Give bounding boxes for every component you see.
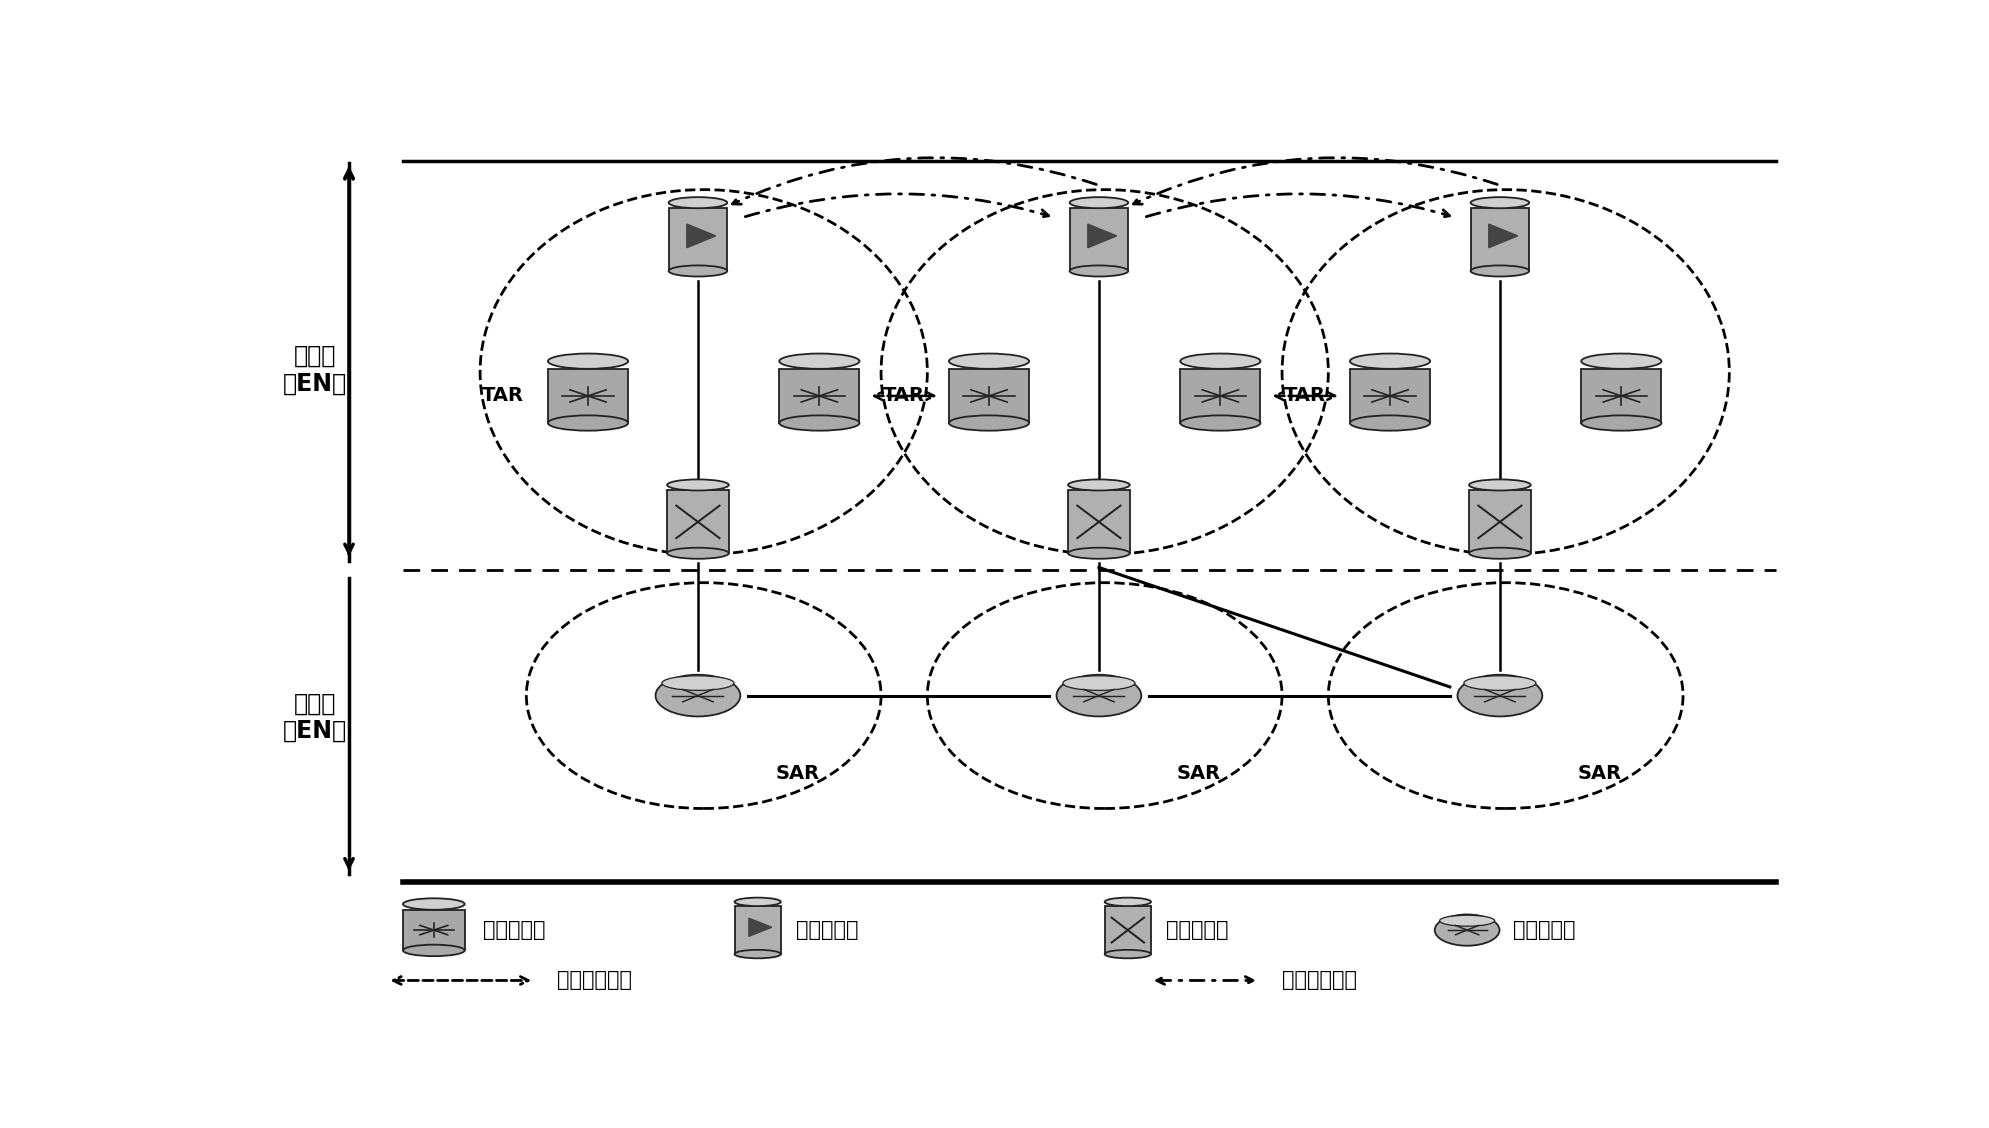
- Ellipse shape: [662, 676, 734, 690]
- Polygon shape: [1488, 224, 1518, 248]
- Ellipse shape: [654, 675, 740, 716]
- Text: 标签映射协议: 标签映射协议: [1281, 970, 1356, 990]
- Ellipse shape: [1468, 479, 1530, 491]
- Text: SAR: SAR: [1177, 765, 1221, 783]
- Text: TAR: TAR: [481, 387, 523, 405]
- Ellipse shape: [1056, 675, 1142, 716]
- Polygon shape: [748, 918, 772, 936]
- Ellipse shape: [1434, 915, 1500, 945]
- Ellipse shape: [668, 197, 726, 209]
- Ellipse shape: [668, 265, 726, 276]
- Ellipse shape: [1349, 353, 1430, 369]
- Bar: [1104, 906, 1150, 954]
- Text: 高级路由协议: 高级路由协议: [557, 970, 633, 990]
- Bar: [1179, 369, 1259, 423]
- Ellipse shape: [1104, 950, 1150, 959]
- Ellipse shape: [402, 944, 463, 957]
- Bar: [1068, 209, 1128, 271]
- Ellipse shape: [1470, 265, 1528, 276]
- Polygon shape: [1088, 224, 1116, 248]
- Ellipse shape: [1068, 197, 1128, 209]
- Ellipse shape: [734, 950, 780, 959]
- Bar: [402, 910, 463, 951]
- Text: 映射服务器: 映射服务器: [796, 920, 859, 940]
- Text: SAR: SAR: [1577, 765, 1621, 783]
- Text: TAR: TAR: [1283, 387, 1325, 405]
- Ellipse shape: [1581, 353, 1661, 369]
- Ellipse shape: [666, 548, 728, 558]
- Ellipse shape: [1464, 676, 1536, 690]
- Ellipse shape: [402, 898, 463, 910]
- Ellipse shape: [1179, 415, 1259, 431]
- Ellipse shape: [1470, 197, 1528, 209]
- Text: 边缘路由器: 边缘路由器: [1514, 920, 1575, 940]
- Text: 核心网
（EN）: 核心网 （EN）: [282, 344, 346, 396]
- Ellipse shape: [547, 353, 629, 369]
- Text: 边缘网
（EN）: 边缘网 （EN）: [282, 691, 346, 743]
- Bar: [1349, 369, 1430, 423]
- Ellipse shape: [780, 415, 859, 431]
- Bar: [1068, 491, 1130, 553]
- Ellipse shape: [1068, 265, 1128, 276]
- Bar: [780, 369, 859, 423]
- Bar: [1581, 369, 1661, 423]
- Ellipse shape: [1179, 353, 1259, 369]
- Bar: [666, 491, 728, 553]
- Text: 封装路由器: 封装路由器: [1166, 920, 1229, 940]
- Ellipse shape: [780, 353, 859, 369]
- Ellipse shape: [1456, 675, 1541, 716]
- Bar: [1468, 491, 1530, 553]
- Ellipse shape: [949, 415, 1028, 431]
- Ellipse shape: [1062, 676, 1134, 690]
- Polygon shape: [686, 224, 716, 248]
- Ellipse shape: [1349, 415, 1430, 431]
- Ellipse shape: [1468, 548, 1530, 558]
- Ellipse shape: [1581, 415, 1661, 431]
- Ellipse shape: [734, 898, 780, 906]
- Bar: [734, 906, 780, 954]
- Ellipse shape: [1438, 915, 1494, 926]
- Bar: [949, 369, 1028, 423]
- Bar: [547, 369, 629, 423]
- Ellipse shape: [1068, 548, 1130, 558]
- Ellipse shape: [666, 479, 728, 491]
- Ellipse shape: [547, 415, 629, 431]
- Bar: [668, 209, 726, 271]
- Text: TAR: TAR: [883, 387, 925, 405]
- Ellipse shape: [1104, 898, 1150, 906]
- Ellipse shape: [1068, 479, 1130, 491]
- Text: 域间路由器: 域间路由器: [483, 920, 545, 940]
- Text: SAR: SAR: [776, 765, 819, 783]
- Ellipse shape: [949, 353, 1028, 369]
- Bar: [1470, 209, 1528, 271]
